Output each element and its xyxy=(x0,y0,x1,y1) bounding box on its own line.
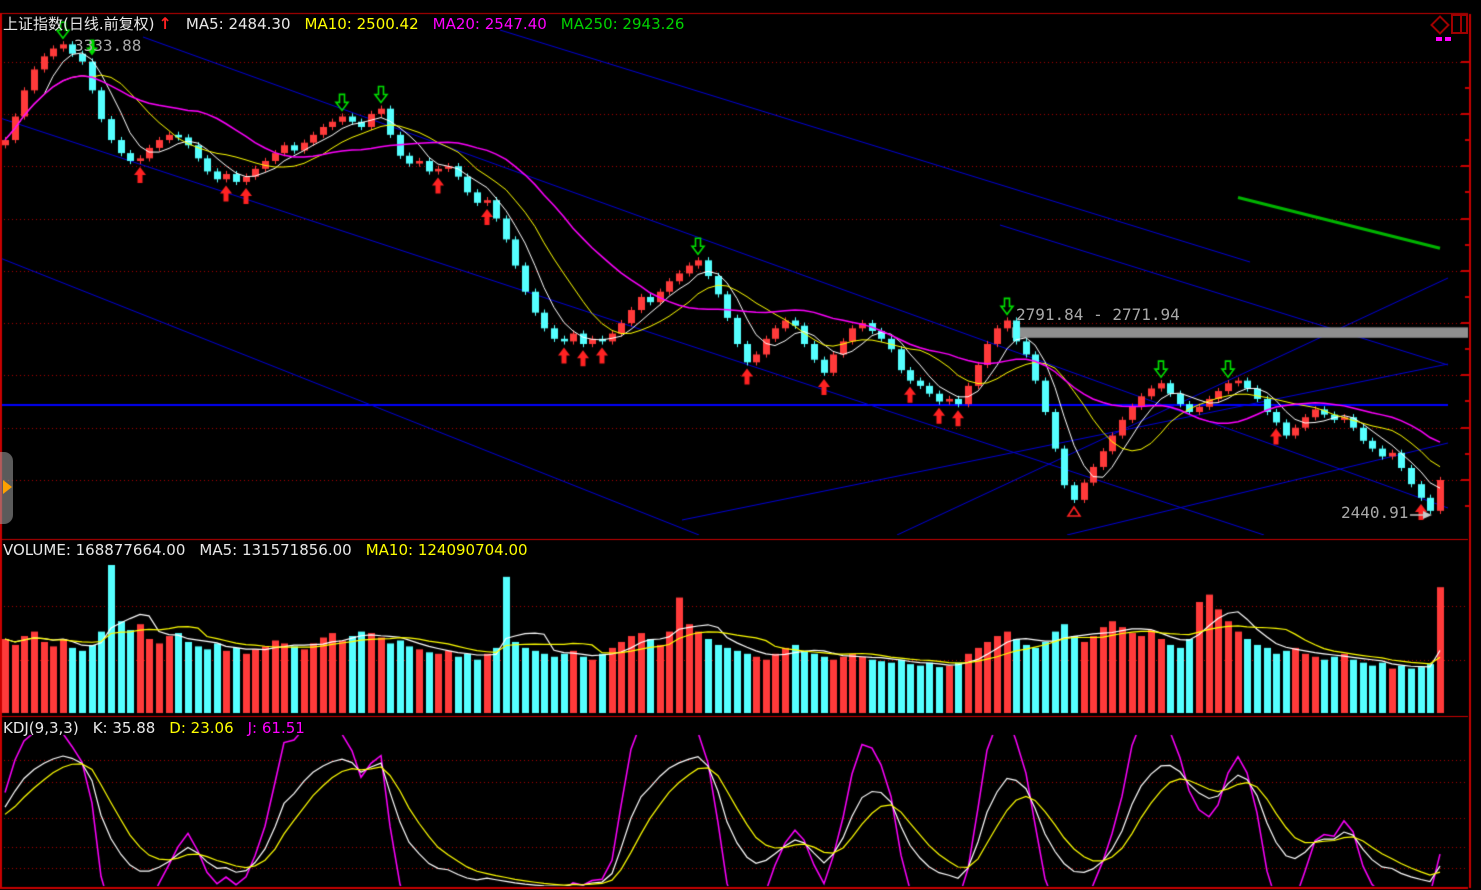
sidebar-flyout-handle[interactable] xyxy=(0,452,13,524)
page-tool-icon[interactable] xyxy=(1451,14,1468,34)
kdj-j-label: J: 61.51 xyxy=(247,719,305,737)
magenta-indicator-dot xyxy=(1445,37,1451,41)
magenta-indicator-dot xyxy=(1436,37,1442,41)
kdj-d-label: D: 23.06 xyxy=(169,719,234,737)
volume-pane-header: VOLUME: 168877664.00 MA5: 131571856.00 MA1… xyxy=(3,541,542,559)
volume-ma10-label: MA10: 124090704.00 xyxy=(365,541,528,559)
page-tool-fold xyxy=(1460,16,1462,32)
high-price-annotation: 3333.88 xyxy=(74,36,142,55)
kdj-pane-header: KDJ(9,3,3) K: 35.88 D: 23.06 J: 61.51 xyxy=(3,719,319,737)
kdj-k-label: K: 35.88 xyxy=(92,719,156,737)
gap-zone-annotation: 2791.84 - 2771.94 xyxy=(1016,305,1180,324)
low-price-annotation: 2440.91 xyxy=(1341,503,1409,522)
main-chart-header: 上证指数(日线.前复权) ↑ MA5: 2484.30 MA10: 2500.42 MA… xyxy=(3,14,698,34)
symbol-title: 上证指数(日线.前复权) xyxy=(3,15,155,33)
ma5-label: MA5: 2484.30 xyxy=(185,15,291,33)
ma250-label: MA250: 2943.26 xyxy=(560,15,685,33)
trend-up-icon: ↑ xyxy=(158,14,172,33)
ma20-label: MA20: 2547.40 xyxy=(432,15,547,33)
expand-arrow-icon xyxy=(3,480,12,494)
kdj-params-label: KDJ(9,3,3) xyxy=(3,719,79,737)
ma10-label: MA10: 2500.42 xyxy=(304,15,419,33)
volume-value-label: VOLUME: 168877664.00 xyxy=(3,541,186,559)
volume-ma5-label: MA5: 131571856.00 xyxy=(199,541,352,559)
